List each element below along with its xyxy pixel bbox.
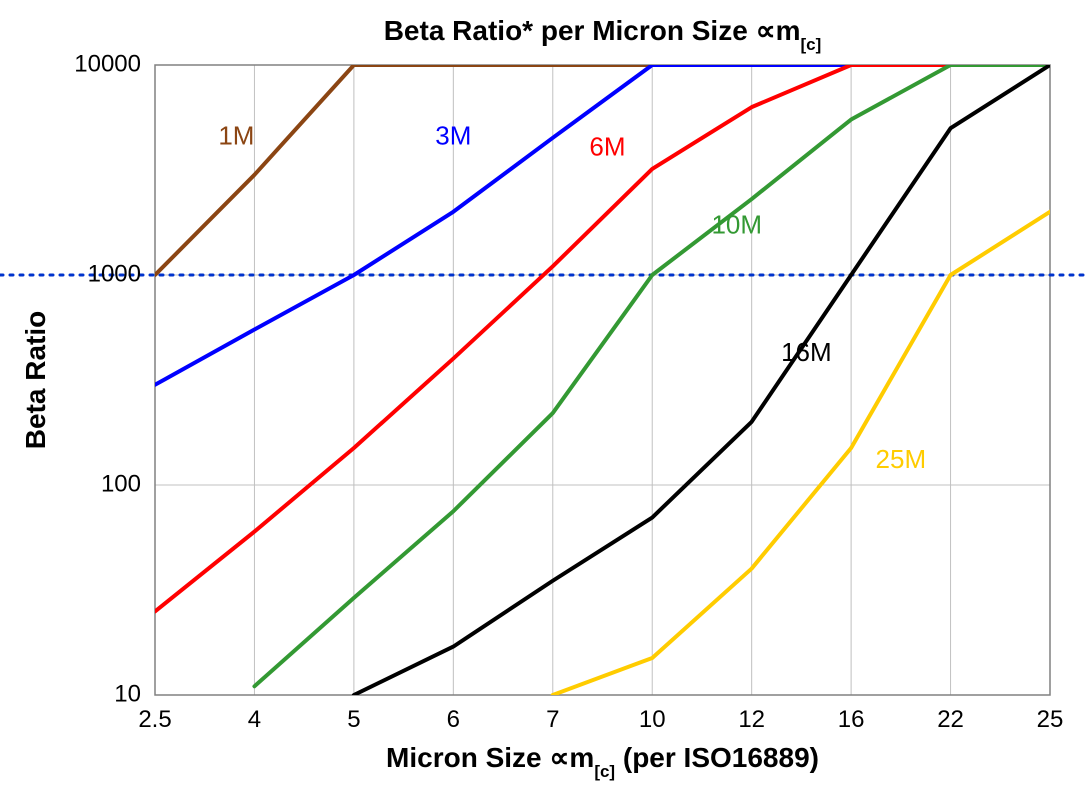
y-tick-label: 10 bbox=[114, 680, 141, 707]
x-tick-label: 7 bbox=[546, 706, 559, 733]
series-label-1M: 1M bbox=[218, 121, 254, 151]
series-label-3M: 3M bbox=[435, 121, 471, 151]
chart-container: 1M 3M 6M 10M 16M 25M 2.5 4 5 6 7 10 12 16 22 25 10 100 100… bbox=[0, 0, 1090, 808]
y-tick-label: 100 bbox=[101, 470, 141, 497]
x-tick-label: 10 bbox=[639, 706, 666, 733]
x-tick-label: 2.5 bbox=[138, 706, 171, 733]
y-axis-label: Beta Ratio bbox=[20, 311, 51, 449]
series-label-6M: 6M bbox=[589, 131, 625, 161]
series-label-10M: 10M bbox=[711, 209, 762, 239]
x-tick-label: 6 bbox=[447, 706, 460, 733]
y-tick-label: 10000 bbox=[74, 50, 141, 77]
series-label-25M: 25M bbox=[876, 444, 927, 474]
x-tick-label: 12 bbox=[738, 706, 765, 733]
series-label-16M: 16M bbox=[781, 337, 832, 367]
x-tick-label: 25 bbox=[1037, 706, 1064, 733]
x-tick-label: 16 bbox=[838, 706, 865, 733]
x-tick-label: 4 bbox=[248, 706, 261, 733]
y-tick-label: 1000 bbox=[88, 260, 141, 287]
chart-svg: 1M 3M 6M 10M 16M 25M 2.5 4 5 6 7 10 12 16 22 25 10 100 100… bbox=[0, 0, 1090, 808]
x-tick-label: 22 bbox=[937, 706, 964, 733]
x-tick-label: 5 bbox=[347, 706, 360, 733]
